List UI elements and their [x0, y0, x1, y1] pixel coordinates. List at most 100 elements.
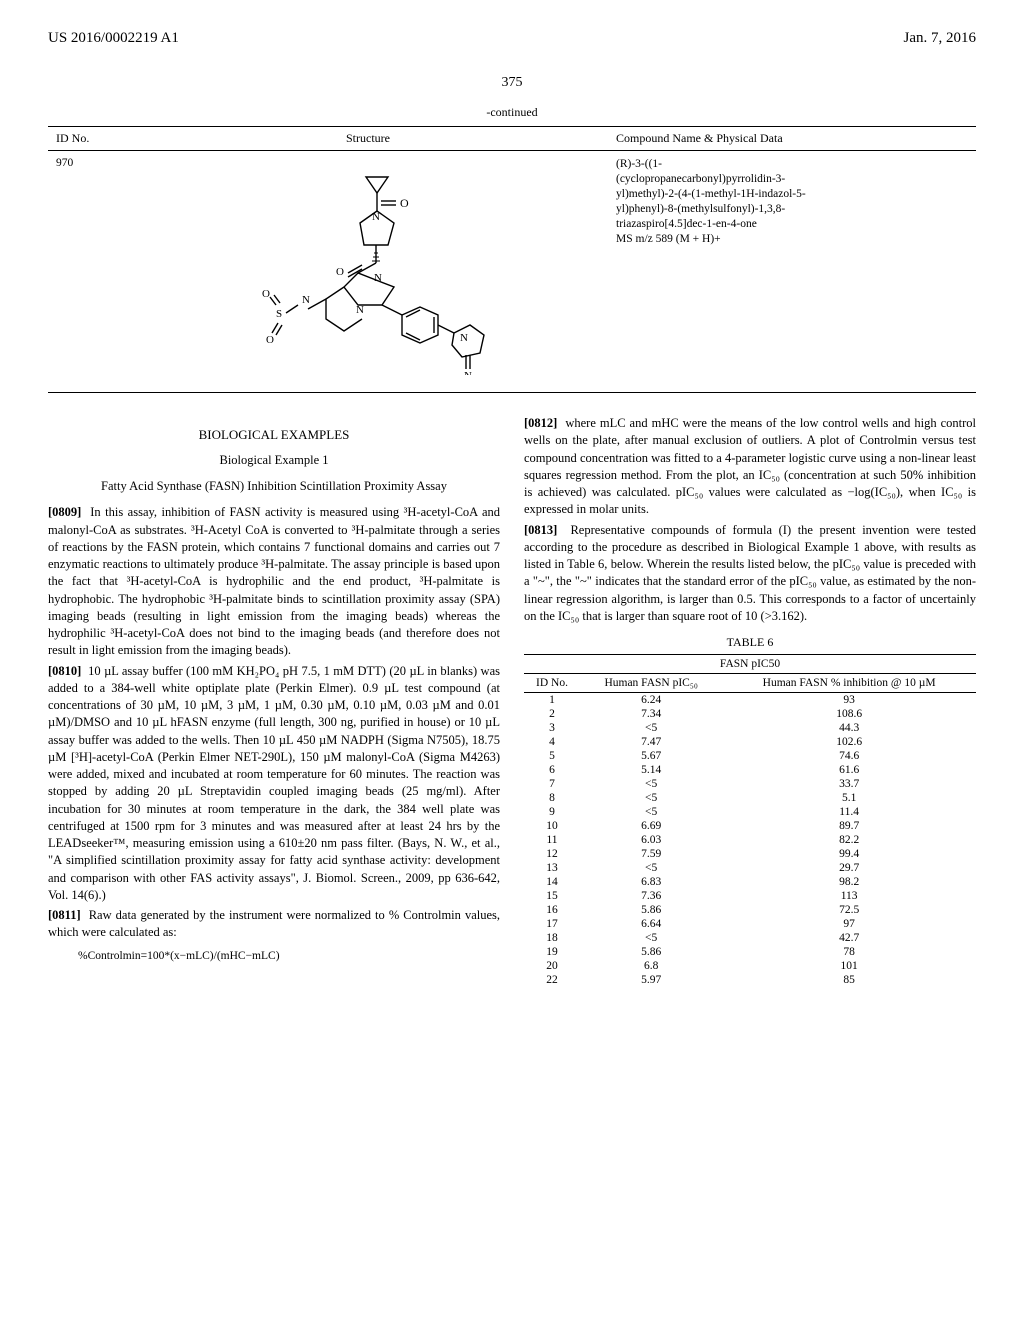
table-cell: <5: [580, 791, 722, 805]
table-cell: 98.2: [722, 875, 976, 889]
table-row: 13<529.7: [524, 861, 976, 875]
table-cell: <5: [580, 805, 722, 819]
table-cell: 85: [722, 973, 976, 987]
table-cell: 44.3: [722, 721, 976, 735]
table-row: 157.36113: [524, 889, 976, 903]
table-cell: 5.67: [580, 749, 722, 763]
table-cell: 113: [722, 889, 976, 903]
right-column: [0812] where mLC and mHC were the means …: [524, 415, 976, 987]
table-row: 225.9785: [524, 973, 976, 987]
table-cell: 22: [524, 973, 580, 987]
compound-table: ID No. Structure Compound Name & Physica…: [48, 126, 976, 393]
table-cell: 7.47: [580, 735, 722, 749]
paragraph-0812: [0812] where mLC and mHC were the means …: [524, 415, 976, 519]
left-column: BIOLOGICAL EXAMPLES Biological Example 1…: [48, 415, 500, 987]
compound-line: triazaspiro[4.5]dec-1-en-4-one: [616, 218, 757, 230]
para-text: In this assay, inhibition of FASN activi…: [48, 505, 500, 657]
para-num: [0813]: [524, 523, 557, 537]
table-cell: 13: [524, 861, 580, 875]
table-cell: 78: [722, 945, 976, 959]
table-cell: 11.4: [722, 805, 976, 819]
table-row: 7<533.7: [524, 777, 976, 791]
table-cell: 61.6: [722, 763, 976, 777]
table-cell: 82.2: [722, 833, 976, 847]
para-text: 10 µL assay buffer (100 mM KH₂PO₄ pH 7.5…: [48, 664, 500, 902]
table-cell: <5: [580, 777, 722, 791]
table-cell: 99.4: [722, 847, 976, 861]
table-cell: 18: [524, 931, 580, 945]
table-cell: 6: [524, 763, 580, 777]
paragraph-0809: [0809] In this assay, inhibition of FASN…: [48, 504, 500, 659]
table-cell: 6.64: [580, 917, 722, 931]
table-cell: 2: [524, 707, 580, 721]
table-cell: 19: [524, 945, 580, 959]
svg-text:S: S: [276, 308, 282, 320]
table-row: 176.6497: [524, 917, 976, 931]
para-text: Representative compounds of formula (I) …: [524, 523, 976, 623]
table-row: 8<55.1: [524, 791, 976, 805]
controlmin-formula: %Controlmin=100*(x−mLC)/(mHC−mLC): [78, 950, 500, 962]
table-header-row: ID No. Structure Compound Name & Physica…: [48, 127, 976, 151]
table-cell: 14: [524, 875, 580, 889]
table-cell: 1: [524, 693, 580, 708]
table-cell: 97: [722, 917, 976, 931]
cell-structure: O N O N: [128, 151, 608, 393]
table-cell: 7.59: [580, 847, 722, 861]
paragraph-0813: [0813] Representative compounds of formu…: [524, 522, 976, 626]
patent-number: US 2016/0002219 A1: [48, 30, 179, 47]
table-cell: 20: [524, 959, 580, 973]
svg-text:N: N: [302, 294, 310, 306]
table-cell: 15: [524, 889, 580, 903]
table-cell: 6.69: [580, 819, 722, 833]
table-row: 9<511.4: [524, 805, 976, 819]
paragraph-0810: [0810] 10 µL assay buffer (100 mM KH₂PO₄…: [48, 663, 500, 905]
table-row: 65.1461.6: [524, 763, 976, 777]
table-cell: 8: [524, 791, 580, 805]
table-row: 195.8678: [524, 945, 976, 959]
table-cell: 9: [524, 805, 580, 819]
table-cell: 6.83: [580, 875, 722, 889]
table-row: 55.6774.6: [524, 749, 976, 763]
svg-text:N: N: [464, 370, 472, 375]
table-cell: 5.14: [580, 763, 722, 777]
patent-date: Jan. 7, 2016: [904, 30, 977, 47]
table-cell: 7: [524, 777, 580, 791]
table-row: 165.8672.5: [524, 903, 976, 917]
para-num: [0812]: [524, 416, 557, 430]
table-cell: <5: [580, 861, 722, 875]
table-cell: 89.7: [722, 819, 976, 833]
table-cell: 4: [524, 735, 580, 749]
table-cell: 5.1: [722, 791, 976, 805]
table-row: 127.5999.4: [524, 847, 976, 861]
table-cell: 5: [524, 749, 580, 763]
compound-line: (cyclopropanecarbonyl)pyrrolidin-3-: [616, 173, 785, 185]
patent-page: US 2016/0002219 A1 Jan. 7, 2016 375 -con…: [0, 0, 1024, 1027]
table-cell: 33.7: [722, 777, 976, 791]
table-row: 3<544.3: [524, 721, 976, 735]
table-6-caption: FASN pIC50: [524, 654, 976, 673]
chemical-structure-icon: O N O N: [248, 165, 488, 375]
table-cell: 7.36: [580, 889, 722, 903]
svg-text:O: O: [266, 334, 274, 346]
table-row: 206.8101: [524, 959, 976, 973]
table-row: 27.34108.6: [524, 707, 976, 721]
col-compound: Compound Name & Physical Data: [608, 127, 976, 151]
col-inhibition: Human FASN % inhibition @ 10 µM: [722, 674, 976, 693]
table-cell: <5: [580, 721, 722, 735]
para-text: Raw data generated by the instrument wer…: [48, 908, 500, 939]
col-id: ID No.: [48, 127, 128, 151]
page-header: US 2016/0002219 A1 Jan. 7, 2016: [48, 30, 976, 47]
assay-heading: Fatty Acid Synthase (FASN) Inhibition Sc…: [48, 478, 500, 494]
col-structure: Structure: [128, 127, 608, 151]
svg-text:N: N: [374, 272, 382, 284]
compound-line: MS m/z 589 (M + H)+: [616, 233, 721, 245]
table-row: 116.0382.2: [524, 833, 976, 847]
table-cell: 93: [722, 693, 976, 708]
page-number: 375: [48, 75, 976, 91]
table-6-title: TABLE 6: [524, 635, 976, 650]
table-header-row: ID No. Human FASN pIC₅₀ Human FASN % inh…: [524, 674, 976, 693]
table-cell: 17: [524, 917, 580, 931]
compound-line: yl)methyl)-2-(4-(1-methyl-1H-indazol-5-: [616, 188, 806, 200]
biological-example-1-heading: Biological Example 1: [48, 453, 500, 468]
col-id: ID No.: [524, 674, 580, 693]
